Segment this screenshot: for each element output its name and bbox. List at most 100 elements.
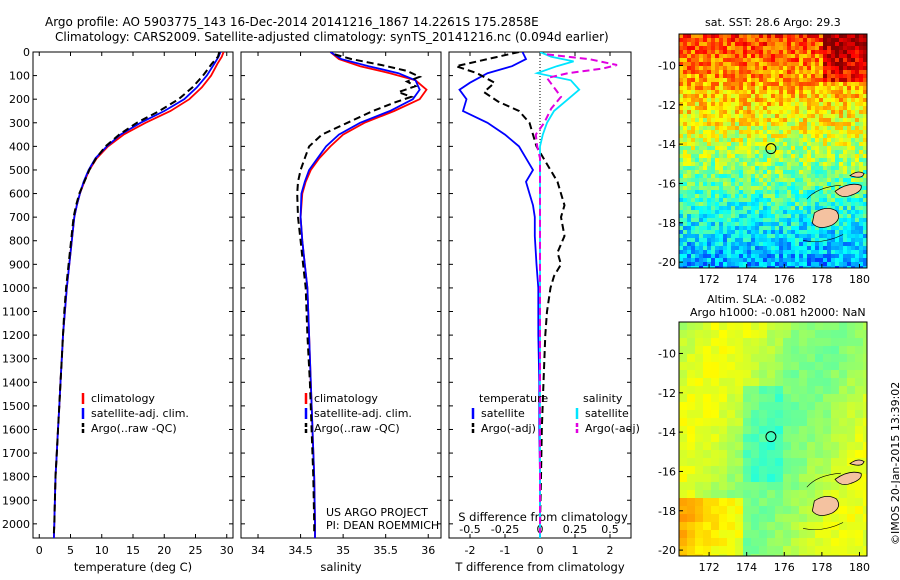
sst-map-cell: [859, 94, 864, 99]
sla-map-cell: [783, 386, 792, 395]
sst-map-cell: [823, 34, 828, 39]
sst-map-cell: [859, 262, 864, 267]
sst-map-cell: [843, 166, 848, 171]
sla-map-cell: [719, 330, 728, 339]
sst-map-cell: [779, 254, 784, 259]
sst-map-cell: [827, 234, 832, 239]
sst-map-cell: [787, 194, 792, 199]
sst-map-cell: [843, 214, 848, 219]
sst-map-cell: [711, 190, 716, 195]
sst-map-cell: [795, 50, 800, 55]
sst-map-cell: [839, 58, 844, 63]
sst-map-cell: [783, 142, 788, 147]
sst-map-cell: [815, 150, 820, 155]
sst-map-cell: [799, 110, 804, 115]
sst-map-cell: [715, 70, 720, 75]
sst-map-cell: [859, 238, 864, 243]
sst-map-cell: [843, 174, 848, 179]
sla-map-cell: [743, 370, 752, 379]
sst-map-cell: [815, 34, 820, 39]
sst-map-cell: [811, 62, 816, 67]
sst-map-cell: [727, 238, 732, 243]
sst-map-cell: [839, 262, 844, 267]
sst-map-cell: [739, 206, 744, 211]
sst-map-cell: [807, 142, 812, 147]
sst-map-cell: [803, 110, 808, 115]
sst-map-cell: [679, 262, 684, 267]
temperature-legend-label: satellite-adj. clim.: [91, 407, 189, 420]
sst-map-cell: [755, 94, 760, 99]
sst-map-cell: [839, 178, 844, 183]
sst-map-cell: [723, 118, 728, 123]
sst-map-cell: [791, 266, 796, 268]
sst-map-cell: [763, 202, 768, 207]
sst-map-cell: [691, 194, 696, 199]
diff-legend-label: Argo(-adj): [585, 422, 640, 435]
sst-map-cell: [735, 86, 740, 91]
sst-map-cell: [807, 158, 812, 163]
sst-map-cell: [795, 42, 800, 47]
sst-map-cell: [699, 134, 704, 139]
sst-map-cell: [855, 66, 860, 71]
sst-map-cell: [719, 222, 724, 227]
sst-map-cell: [723, 122, 728, 127]
sla-map-cell: [695, 322, 704, 331]
sst-map-cell: [799, 86, 804, 91]
sla-map-cell: [679, 522, 688, 531]
sst-map-cell: [763, 190, 768, 195]
sla-map-cell: [855, 546, 864, 555]
sst-map-cell: [783, 194, 788, 199]
sst-map-cell: [723, 42, 728, 47]
sst-map-cell: [807, 218, 812, 223]
sla-map-cell: [823, 410, 832, 419]
sst-map-cell: [719, 94, 724, 99]
sst-map-cell: [863, 146, 867, 151]
sst-map-cell: [783, 102, 788, 107]
sla-map-cell: [863, 498, 867, 507]
sst-map-cell: [703, 206, 708, 211]
sst-map-cell: [755, 142, 760, 147]
sst-map-cell: [707, 174, 712, 179]
sst-map-cell: [819, 130, 824, 135]
sst-map-cell: [755, 262, 760, 267]
sst-map-cell: [827, 190, 832, 195]
sst-map-cell: [771, 54, 776, 59]
sst-map-cell: [687, 158, 692, 163]
sst-map-cell: [739, 86, 744, 91]
sst-map-cell: [779, 258, 784, 263]
depth-tick-label: 1400: [2, 376, 30, 389]
sla-map-cell: [783, 410, 792, 419]
sst-map-cell: [775, 174, 780, 179]
sst-map-cell: [727, 170, 732, 175]
sla-map-cell: [839, 354, 848, 363]
sla-map-cell: [863, 514, 867, 523]
sst-map-cell: [735, 118, 740, 123]
sst-map-cell: [799, 238, 804, 243]
sst-map-cell: [699, 210, 704, 215]
sla-map-cell: [751, 458, 760, 467]
sst-map-cell: [791, 250, 796, 255]
sst-map-cell: [815, 266, 820, 268]
sst-map-cell: [819, 242, 824, 247]
sst-map-cell: [795, 250, 800, 255]
sst-map-cell: [859, 38, 864, 43]
sla-map-cell: [759, 394, 768, 403]
sla-map-cell: [775, 370, 784, 379]
sst-map-cell: [839, 114, 844, 119]
sst-map-cell: [791, 102, 796, 107]
sla-map-cell: [679, 490, 688, 499]
sst-map-cell: [855, 142, 860, 147]
sst-map-cell: [839, 102, 844, 107]
sst-map-cell: [743, 190, 748, 195]
sla-map-cell: [839, 402, 848, 411]
sla-map-cell: [703, 394, 712, 403]
sst-map-cell: [787, 222, 792, 227]
sst-map-cell: [771, 214, 776, 219]
sst-map-cell: [699, 70, 704, 75]
sst-map-cell: [715, 198, 720, 203]
sla-map-cell: [823, 322, 832, 331]
sst-map-cell: [823, 126, 828, 131]
sla-map-cell: [839, 394, 848, 403]
sla-map-cell: [775, 498, 784, 507]
sst-map-cell: [727, 266, 732, 268]
